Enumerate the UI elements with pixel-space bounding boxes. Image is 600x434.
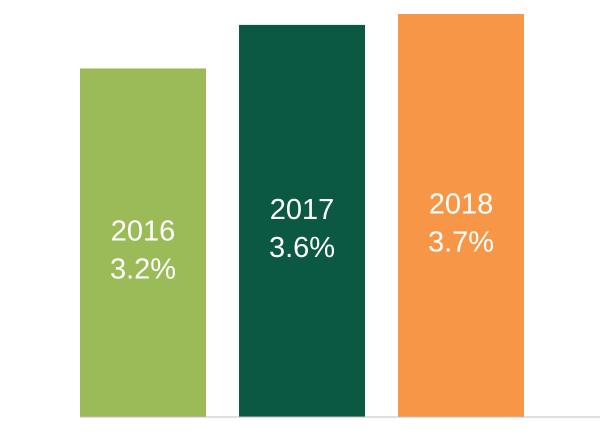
bars-group: [80, 14, 524, 417]
labels-group: 2016 3.2% 2017 3.6% 2018 3.7%: [110, 189, 494, 286]
bar-2016: [80, 68, 206, 417]
value-label-2016: 3.2%: [110, 254, 176, 286]
bar-2017: [239, 24, 365, 417]
value-label-2018: 3.7%: [428, 227, 494, 259]
category-label-2017: 2017: [270, 194, 335, 226]
category-label-2018: 2018: [429, 189, 494, 221]
bar-2018: [398, 14, 524, 417]
value-label-2017: 3.6%: [269, 232, 335, 264]
category-label-2016: 2016: [111, 216, 176, 248]
